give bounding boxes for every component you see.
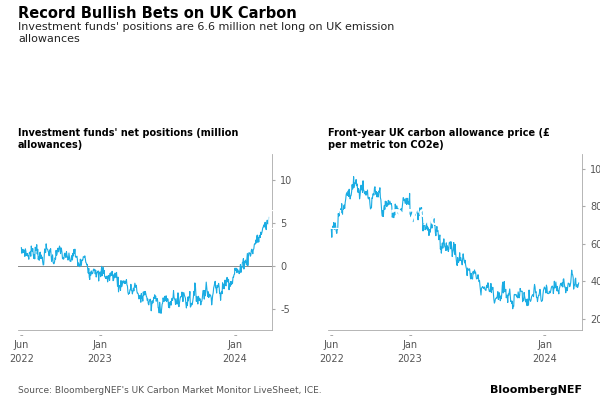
- Text: 青岛股票配资平台 苹果主力合约收跌0.27%: 青岛股票配资平台 苹果主力合约收跌0.27%: [160, 209, 440, 229]
- Text: –: –: [408, 332, 412, 338]
- Text: Jun: Jun: [323, 340, 339, 350]
- Text: Source: BloombergNEF's UK Carbon Market Monitor LiveSheet, ICE.: Source: BloombergNEF's UK Carbon Market …: [18, 386, 322, 395]
- Text: Jun: Jun: [14, 340, 29, 350]
- Text: 2022: 2022: [9, 354, 34, 364]
- Text: 2024: 2024: [223, 354, 247, 364]
- Text: Record Bullish Bets on UK Carbon: Record Bullish Bets on UK Carbon: [18, 6, 297, 21]
- Text: 2024: 2024: [533, 354, 557, 364]
- Text: –: –: [98, 332, 102, 338]
- Text: Jan: Jan: [227, 340, 242, 350]
- Text: Jan: Jan: [92, 340, 107, 350]
- Text: –: –: [20, 332, 23, 338]
- Text: Jan: Jan: [538, 340, 553, 350]
- Text: BloombergNEF: BloombergNEF: [490, 385, 582, 395]
- Text: 2023: 2023: [88, 354, 112, 364]
- Text: Investment funds' net positions (million
allowances): Investment funds' net positions (million…: [18, 128, 238, 150]
- Text: –: –: [543, 332, 547, 338]
- Text: Front-year UK carbon allowance price (£
per metric ton CO2e): Front-year UK carbon allowance price (£ …: [328, 128, 550, 150]
- Text: –: –: [233, 332, 237, 338]
- Text: 2023: 2023: [398, 354, 422, 364]
- Text: Jan: Jan: [403, 340, 418, 350]
- Text: –: –: [329, 332, 333, 338]
- Text: 2022: 2022: [319, 354, 344, 364]
- Text: Investment funds' positions are 6.6 million net long on UK emission
allowances: Investment funds' positions are 6.6 mill…: [18, 22, 394, 44]
